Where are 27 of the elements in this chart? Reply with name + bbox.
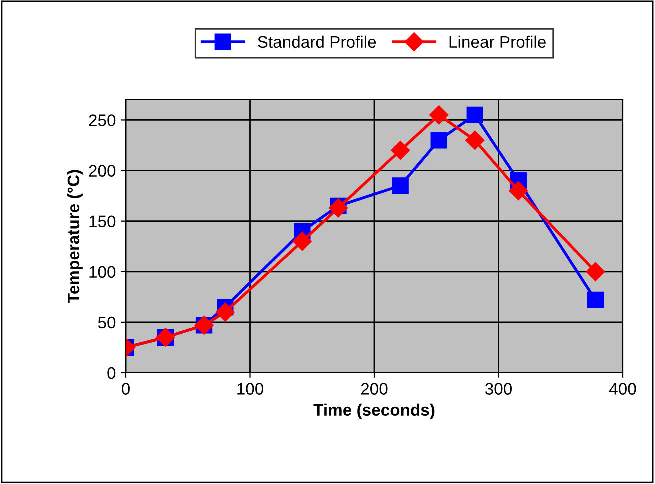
x-tick-label: 300 (485, 383, 512, 395)
legend-label: Linear Profile (450, 36, 546, 48)
point (328, 198, 348, 218)
point (430, 106, 449, 125)
point (466, 106, 484, 124)
y-tick-label: 150 (90, 216, 116, 228)
x-tick-label: 400 (609, 383, 636, 395)
point (587, 292, 604, 309)
y-tick-label: 50 (98, 316, 116, 329)
legend-label: Standard Profile (258, 36, 376, 48)
point (430, 132, 448, 149)
point (216, 302, 235, 322)
y-tick-label: 0 (108, 367, 116, 380)
x-tick-label: 200 (361, 383, 388, 395)
y-tick-label: 250 (89, 114, 116, 126)
y-tick-label: 200 (89, 165, 116, 177)
point (466, 130, 485, 150)
point (391, 141, 410, 160)
point (292, 232, 312, 252)
y-tick-label: 100 (90, 266, 116, 278)
point (586, 262, 606, 282)
x-tick-label: 100 (238, 383, 264, 395)
x-axis-title: Time (seconds) (314, 404, 435, 420)
point (392, 178, 409, 194)
x-tick-label: 0 (122, 383, 130, 395)
point (509, 181, 528, 201)
y-axis-title: Temperature (°C) (67, 170, 83, 304)
